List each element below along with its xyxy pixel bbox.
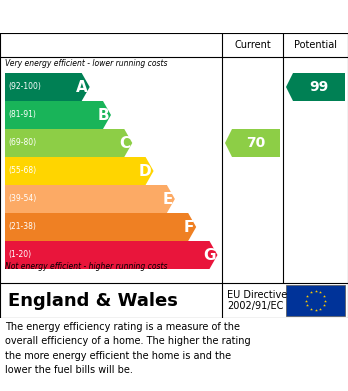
Text: Energy Efficiency Rating: Energy Efficiency Rating bbox=[8, 9, 210, 24]
Text: (69-80): (69-80) bbox=[8, 138, 36, 147]
Polygon shape bbox=[225, 129, 280, 157]
Text: EU Directive: EU Directive bbox=[227, 290, 287, 300]
Polygon shape bbox=[5, 213, 196, 241]
Polygon shape bbox=[5, 101, 111, 129]
Text: Very energy efficient - lower running costs: Very energy efficient - lower running co… bbox=[5, 59, 167, 68]
Polygon shape bbox=[5, 241, 218, 269]
Text: (39-54): (39-54) bbox=[8, 194, 36, 203]
Text: 70: 70 bbox=[246, 136, 266, 150]
Text: Not energy efficient - higher running costs: Not energy efficient - higher running co… bbox=[5, 262, 167, 271]
Bar bbox=[286, 285, 345, 316]
Text: (81-91): (81-91) bbox=[8, 111, 36, 120]
Text: Potential: Potential bbox=[294, 40, 337, 50]
Text: G: G bbox=[203, 248, 215, 262]
Polygon shape bbox=[5, 129, 132, 157]
Text: Current: Current bbox=[234, 40, 271, 50]
Polygon shape bbox=[5, 157, 153, 185]
Text: E: E bbox=[163, 192, 173, 206]
Polygon shape bbox=[286, 73, 345, 101]
Text: C: C bbox=[119, 136, 130, 151]
Text: F: F bbox=[184, 219, 194, 235]
Text: D: D bbox=[139, 163, 152, 179]
Text: (55-68): (55-68) bbox=[8, 167, 36, 176]
Text: (21-38): (21-38) bbox=[8, 222, 36, 231]
Text: (92-100): (92-100) bbox=[8, 83, 41, 91]
Polygon shape bbox=[5, 73, 90, 101]
Polygon shape bbox=[5, 185, 175, 213]
Text: 99: 99 bbox=[309, 80, 329, 94]
Text: A: A bbox=[76, 79, 88, 95]
Text: 2002/91/EC: 2002/91/EC bbox=[227, 301, 283, 311]
Text: (1-20): (1-20) bbox=[8, 251, 31, 260]
Text: England & Wales: England & Wales bbox=[8, 292, 178, 310]
Text: The energy efficiency rating is a measure of the
overall efficiency of a home. T: The energy efficiency rating is a measur… bbox=[5, 322, 251, 375]
Text: B: B bbox=[97, 108, 109, 122]
